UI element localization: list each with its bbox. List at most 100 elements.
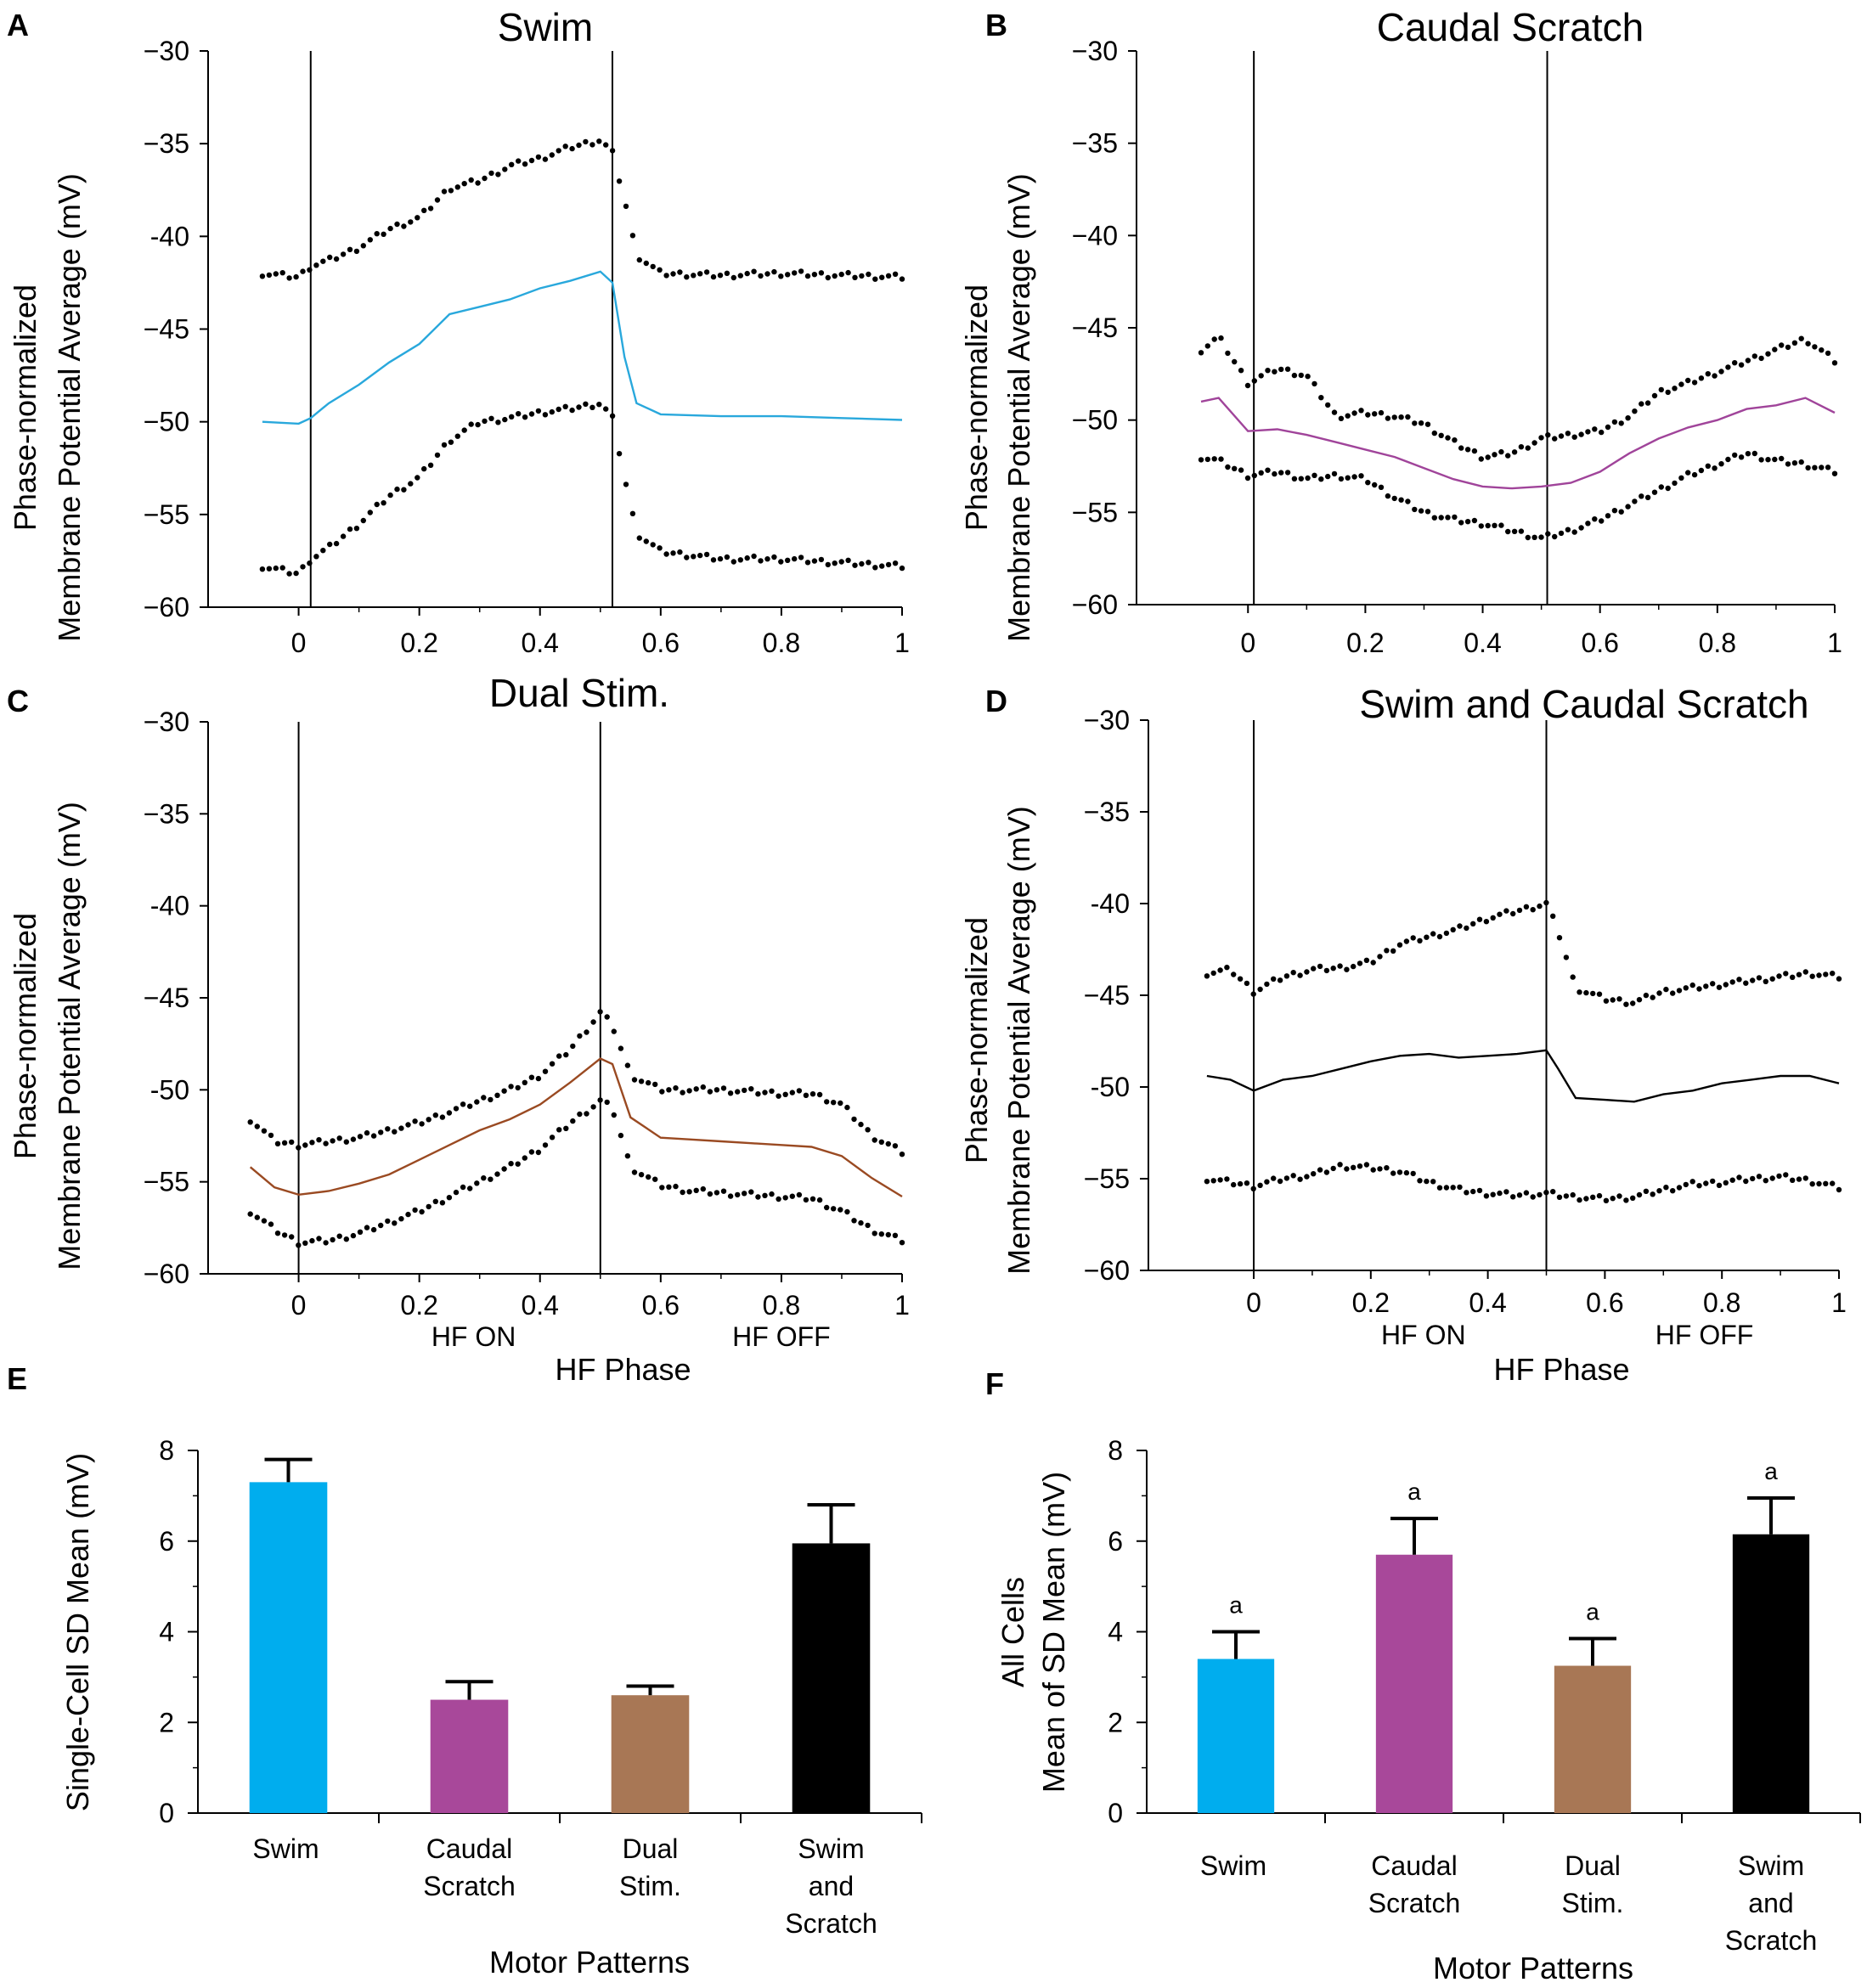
data-point <box>266 272 273 279</box>
y-axis-label: Phase-normalized <box>959 284 994 531</box>
data-point <box>307 560 313 566</box>
panel-a: A Swim −30 −35 -40 −45 −50 −55 −60 0 0.2 0.4 0.6 0.8 1… <box>7 5 910 658</box>
data-point <box>1650 994 1655 1000</box>
data-point <box>748 1189 754 1195</box>
data-point <box>460 1101 466 1107</box>
data-point <box>1610 1196 1616 1202</box>
data-point <box>509 414 515 420</box>
data-point <box>1596 1192 1603 1199</box>
data-point <box>502 416 508 423</box>
bar <box>611 1695 690 1813</box>
data-point <box>670 271 676 277</box>
data-point <box>1250 1185 1256 1192</box>
data-point <box>1498 522 1504 528</box>
data-point <box>1830 971 1836 977</box>
data-point <box>1570 1191 1576 1198</box>
data-point <box>1683 985 1689 991</box>
data-point <box>1298 476 1305 482</box>
data-point <box>1732 452 1738 459</box>
x-axis-label: HF Phase <box>555 1352 691 1387</box>
data-point <box>1583 989 1589 996</box>
data-point <box>769 1088 775 1095</box>
data-point <box>296 1242 302 1248</box>
data-point <box>1545 432 1551 438</box>
data-point <box>577 1111 583 1118</box>
y-tick-label: −35 <box>1072 128 1118 159</box>
data-point <box>1412 506 1418 513</box>
data-point <box>618 1045 624 1051</box>
data-point <box>1424 934 1430 940</box>
data-point <box>367 237 373 243</box>
data-point <box>1351 1164 1357 1171</box>
data-point <box>495 420 501 425</box>
data-point <box>1244 382 1251 389</box>
data-point <box>789 1090 795 1095</box>
data-point <box>1238 467 1244 473</box>
series-upper-dots <box>259 138 905 282</box>
data-point <box>1819 347 1825 353</box>
data-point <box>603 142 609 148</box>
data-point <box>1531 534 1537 540</box>
data-point <box>1758 457 1764 463</box>
data-point <box>1538 534 1544 540</box>
data-point <box>611 1112 617 1118</box>
data-point <box>838 559 844 565</box>
data-point <box>1251 472 1258 479</box>
data-point <box>798 555 804 560</box>
data-point <box>1537 1191 1543 1198</box>
data-point <box>892 1232 899 1239</box>
data-point <box>1710 1178 1716 1185</box>
data-point <box>782 1091 788 1098</box>
data-point <box>638 1172 645 1178</box>
bar <box>249 1482 328 1813</box>
data-point <box>1639 493 1644 499</box>
data-point <box>792 555 798 562</box>
x-axis-label: Motor Patterns <box>489 1945 690 1980</box>
data-point <box>1772 456 1778 463</box>
data-point <box>1636 997 1643 1003</box>
data-point <box>776 1093 781 1099</box>
data-point <box>885 1231 892 1238</box>
data-point <box>1636 1191 1643 1198</box>
data-point <box>1663 986 1669 993</box>
data-point <box>1543 1190 1549 1196</box>
y-tick-label: −30 <box>144 707 189 737</box>
data-point <box>878 1231 885 1237</box>
data-point <box>1305 475 1311 482</box>
data-point <box>1498 448 1504 455</box>
data-point <box>1238 368 1244 374</box>
data-point <box>1651 392 1658 399</box>
data-point <box>707 1191 714 1197</box>
data-point <box>789 1193 795 1199</box>
data-point <box>353 526 360 532</box>
data-point <box>727 1090 734 1096</box>
data-point <box>785 557 791 563</box>
category-label: Scratch <box>785 1908 877 1939</box>
data-point <box>1632 498 1638 504</box>
data-point <box>1736 1174 1742 1180</box>
panel-title: Dual Stim. <box>489 671 669 715</box>
data-point <box>1518 528 1525 534</box>
data-point <box>1590 990 1596 997</box>
data-point <box>1452 514 1458 521</box>
data-point <box>624 1062 631 1068</box>
data-point <box>1452 437 1458 443</box>
y-axis-label: Single-Cell SD Mean (mV) <box>60 1453 95 1811</box>
category-label: Swim <box>1200 1850 1266 1881</box>
data-point <box>1583 1196 1589 1202</box>
data-point <box>583 138 589 145</box>
data-point <box>374 501 380 508</box>
category-label: Swim <box>1738 1850 1804 1881</box>
x-tick-label: 0.2 <box>400 1290 437 1321</box>
data-point <box>1377 1166 1383 1172</box>
data-point <box>684 555 690 560</box>
data-point <box>1577 989 1582 995</box>
y-tick-label: -40 <box>1091 888 1130 919</box>
data-point <box>1417 938 1423 944</box>
data-point <box>892 560 899 566</box>
data-point <box>374 231 380 237</box>
series-lower-dots <box>259 401 905 577</box>
data-point <box>286 275 292 281</box>
data-point <box>1351 474 1357 480</box>
data-point <box>616 178 623 184</box>
